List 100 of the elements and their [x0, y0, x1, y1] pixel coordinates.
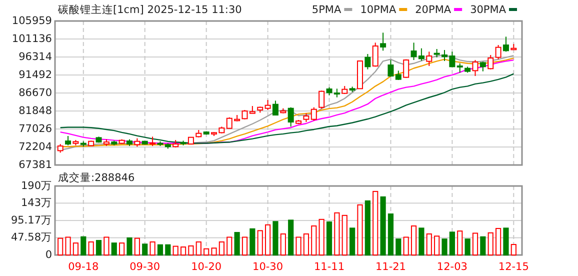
- bar: [457, 230, 463, 256]
- y-tick-label: 81848: [18, 104, 52, 117]
- y-tick-label: 0: [45, 248, 52, 261]
- candlestick: [242, 110, 248, 120]
- candlestick: [65, 135, 72, 146]
- y-tick-label: 143万: [20, 196, 52, 209]
- legend-label: 30PMA: [470, 4, 507, 16]
- bar: [296, 236, 302, 256]
- y-tick-label: 105959: [12, 14, 52, 27]
- bar: [96, 240, 102, 256]
- bar: [126, 237, 132, 256]
- candlestick: [272, 100, 278, 116]
- bar: [250, 228, 256, 256]
- bar: [288, 220, 294, 256]
- bar: [188, 245, 194, 256]
- bar: [342, 214, 348, 256]
- bar: [449, 232, 455, 256]
- bar: [134, 238, 140, 256]
- legend-label: 20PMA: [415, 4, 452, 16]
- bar: [388, 213, 394, 256]
- candlestick: [495, 44, 502, 60]
- bar: [142, 244, 148, 256]
- bar: [211, 248, 217, 256]
- candlestick: [310, 106, 317, 122]
- bar: [472, 232, 478, 256]
- bar: [403, 236, 409, 256]
- bar: [111, 242, 117, 256]
- bar: [165, 244, 171, 256]
- x-tick-label: 09-30: [130, 261, 160, 273]
- bar: [234, 232, 240, 256]
- bar: [418, 228, 424, 256]
- candlestick: [380, 32, 386, 52]
- chart-title: 成交量:288846: [58, 171, 135, 184]
- bar: [510, 244, 516, 256]
- bar: [326, 221, 332, 256]
- bar: [318, 218, 324, 256]
- candlestick: [488, 54, 494, 70]
- candlestick: [472, 60, 478, 76]
- candlestick: [502, 36, 509, 52]
- bar: [242, 236, 248, 256]
- y-tick-label: 72204: [18, 140, 52, 153]
- bar: [350, 228, 356, 256]
- candlestick: [480, 61, 486, 72]
- bar: [226, 236, 232, 256]
- bar: [104, 236, 110, 256]
- y-tick-label: 91492: [18, 68, 52, 81]
- bar: [280, 233, 286, 256]
- candlestick: [264, 100, 271, 110]
- bar: [257, 230, 263, 256]
- y-tick-label: 190万: [20, 180, 52, 192]
- candlestick: [372, 42, 378, 68]
- x-tick-label: 12-15: [498, 261, 529, 273]
- y-tick-label: 101136: [12, 32, 52, 45]
- bar: [410, 225, 417, 256]
- bar: [157, 244, 164, 256]
- candlestick: [456, 62, 463, 74]
- y-tick-label: 67381: [18, 158, 52, 171]
- legend-label: 5PMA: [312, 4, 342, 16]
- bar: [311, 225, 317, 256]
- bar: [80, 236, 86, 256]
- bar: [204, 248, 210, 256]
- bar: [442, 238, 448, 256]
- bar: [172, 246, 178, 256]
- bar: [357, 204, 363, 256]
- bar: [396, 238, 402, 256]
- x-tick-label: 11-11: [314, 261, 345, 273]
- bar: [480, 236, 486, 256]
- x-tick-label: 11-21: [375, 261, 406, 273]
- bar: [72, 242, 79, 256]
- bar: [65, 236, 71, 256]
- bar: [88, 241, 94, 256]
- candlestick: [426, 51, 432, 66]
- x-tick-label: 10-20: [191, 261, 222, 273]
- y-tick-label: 77026: [18, 122, 52, 135]
- x-tick-label: 12-03: [436, 261, 468, 273]
- bar: [218, 241, 224, 256]
- bar: [426, 233, 432, 256]
- y-tick-label: 95.17万: [10, 214, 52, 226]
- line-series: [60, 73, 514, 144]
- candlestick: [288, 106, 294, 128]
- bar: [503, 228, 509, 256]
- bar: [272, 221, 278, 256]
- chart-title: 碳酸锂主连[1cm] 2025-12-15 11:30: [57, 3, 242, 16]
- y-tick-label: 96314: [18, 50, 52, 63]
- bar: [264, 224, 271, 256]
- bar: [58, 238, 64, 256]
- bar: [380, 196, 386, 256]
- legend-label: 10PMA: [360, 4, 397, 16]
- bar: [196, 241, 202, 256]
- bar: [150, 241, 156, 256]
- bar: [464, 238, 470, 256]
- bar: [488, 232, 494, 256]
- bar: [364, 200, 370, 256]
- x-tick-label: 09-18: [68, 261, 99, 273]
- candlestick: [150, 136, 156, 146]
- bar: [303, 233, 310, 256]
- bar: [119, 242, 125, 256]
- candlestick: [388, 60, 394, 78]
- x-tick-label: 10-30: [252, 261, 284, 273]
- y-tick-label: 86670: [18, 86, 52, 99]
